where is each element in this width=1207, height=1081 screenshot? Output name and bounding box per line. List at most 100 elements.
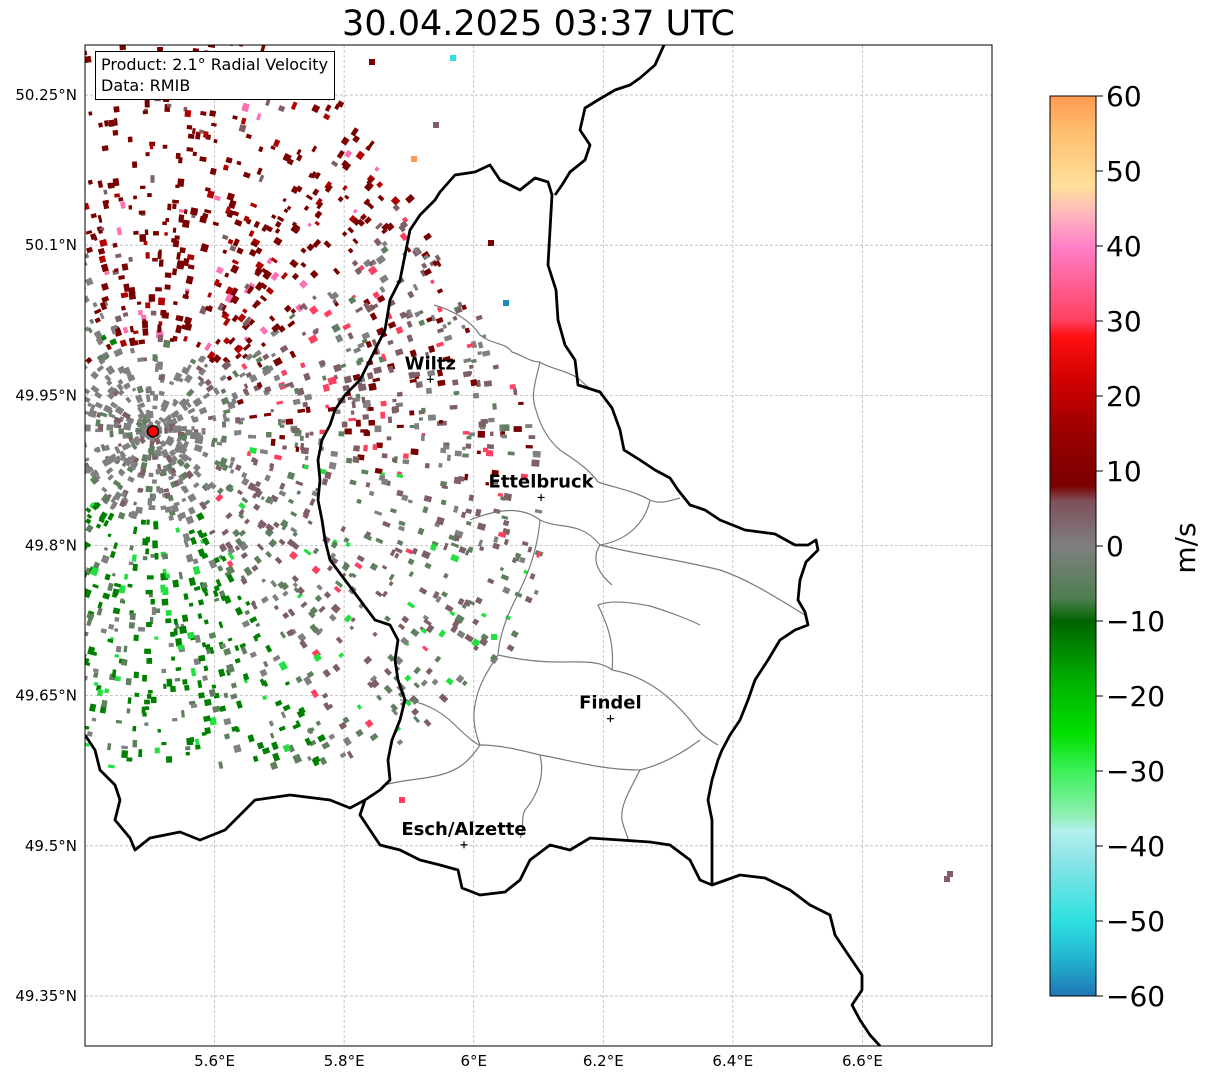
- velocity-bin: [170, 685, 176, 693]
- velocity-bin: [209, 110, 217, 117]
- velocity-bin: [89, 404, 96, 412]
- velocity-bin: [518, 401, 524, 406]
- velocity-bin: [160, 399, 170, 410]
- velocity-bin: [347, 247, 354, 254]
- velocity-bin: [311, 757, 320, 767]
- velocity-bin: [293, 226, 301, 234]
- velocity-bin: [341, 562, 351, 572]
- velocity-bin: [222, 164, 229, 171]
- velocity-bin: [104, 270, 110, 276]
- velocity-bin: [168, 419, 174, 425]
- velocity-bin: [299, 279, 308, 289]
- velocity-bin: [390, 196, 401, 206]
- velocity-bin: [192, 151, 198, 157]
- velocity-bin: [395, 402, 404, 408]
- velocity-bin: [268, 720, 274, 727]
- velocity-bin: [94, 317, 101, 324]
- velocity-bin: [464, 327, 471, 334]
- velocity-bin: [436, 288, 444, 294]
- velocity-bin: [325, 404, 330, 409]
- velocity-bin: [234, 464, 242, 472]
- velocity-bin: [280, 711, 287, 719]
- velocity-bin: [345, 541, 351, 548]
- colorbar-tick-label: 30: [1106, 305, 1142, 338]
- velocity-bin: [270, 352, 277, 358]
- lon-tick-label: 6.4°E: [712, 1052, 753, 1070]
- velocity-bin: [190, 667, 197, 677]
- velocity-bin: [274, 228, 281, 234]
- colorbar-tick-label: 0: [1106, 530, 1124, 563]
- velocity-bin: [483, 380, 493, 387]
- velocity-bin: [245, 371, 253, 378]
- velocity-bin: [269, 761, 279, 771]
- velocity-bin: [109, 550, 116, 559]
- velocity-bin: [312, 547, 320, 555]
- velocity-bin: [142, 674, 147, 682]
- velocity-bin: [372, 377, 381, 383]
- velocity-bin: [203, 698, 212, 707]
- velocity-bin: [295, 185, 303, 193]
- velocity-bin: [101, 145, 109, 152]
- velocity-bin: [292, 531, 298, 538]
- velocity-bin: [400, 636, 410, 646]
- velocity-bin: [278, 660, 288, 671]
- velocity-bin: [117, 378, 124, 385]
- velocity-bin: [121, 659, 128, 666]
- velocity-bin: [129, 545, 134, 551]
- velocity-bin: [132, 725, 137, 732]
- velocity-bin: [147, 193, 152, 198]
- velocity-bin: [462, 453, 469, 458]
- velocity-bin: [363, 431, 371, 436]
- velocity-bin: [323, 309, 333, 318]
- velocity-bin: [197, 692, 205, 699]
- velocity-bin: [396, 391, 403, 397]
- velocity-bin: [485, 450, 494, 457]
- velocity-bin: [134, 692, 140, 697]
- velocity-bin: [154, 419, 162, 426]
- velocity-bin: [142, 110, 148, 115]
- velocity-colorbar: 60 50 40 30 20 10 0 −10 −20 −30 −40 −50 −60 m/s: [1049, 80, 1202, 1013]
- velocity-bin: [153, 436, 162, 445]
- velocity-bin: [96, 607, 103, 616]
- velocity-bin: [79, 718, 84, 724]
- velocity-bin: [398, 224, 406, 233]
- velocity-bin: [188, 529, 196, 535]
- velocity-bin: [276, 400, 284, 405]
- velocity-bin: [501, 434, 507, 439]
- velocity-bin: [404, 674, 412, 682]
- velocity-bin: [85, 514, 86, 522]
- velocity-bin: [150, 599, 155, 605]
- velocity-bin: [175, 324, 183, 334]
- velocity-bin: [86, 731, 93, 737]
- velocity-bin: [396, 424, 404, 428]
- velocity-bin: [182, 219, 190, 228]
- velocity-bin: [350, 617, 356, 623]
- velocity-bin: [170, 504, 180, 513]
- velocity-bin: [125, 396, 132, 404]
- velocity-bin: [141, 314, 147, 320]
- velocity-bin: [296, 490, 301, 495]
- velocity-bin: [113, 118, 118, 126]
- velocity-bin: [160, 573, 165, 581]
- velocity-bin: [221, 310, 228, 316]
- velocity-bin: [348, 214, 357, 223]
- velocity-bin: [279, 434, 286, 440]
- velocity-bin: [178, 625, 188, 635]
- velocity-bin: [257, 523, 264, 530]
- velocity-bin: [246, 218, 252, 225]
- velocity-bin: [125, 443, 132, 450]
- velocity-bin: [152, 479, 157, 484]
- velocity-bin: [192, 397, 203, 408]
- velocity-bin: [116, 383, 124, 391]
- velocity-bin: [307, 755, 312, 762]
- velocity-bin: [267, 364, 274, 372]
- velocity-bin: [141, 706, 146, 714]
- velocity-bin: [243, 518, 251, 525]
- velocity-bin: [138, 210, 146, 215]
- velocity-bin: [531, 459, 540, 467]
- velocity-bin: [366, 372, 374, 380]
- velocity-bin: [424, 562, 432, 570]
- velocity-bin: [169, 449, 175, 455]
- velocity-bin: [152, 354, 158, 361]
- velocity-bin: [477, 341, 484, 349]
